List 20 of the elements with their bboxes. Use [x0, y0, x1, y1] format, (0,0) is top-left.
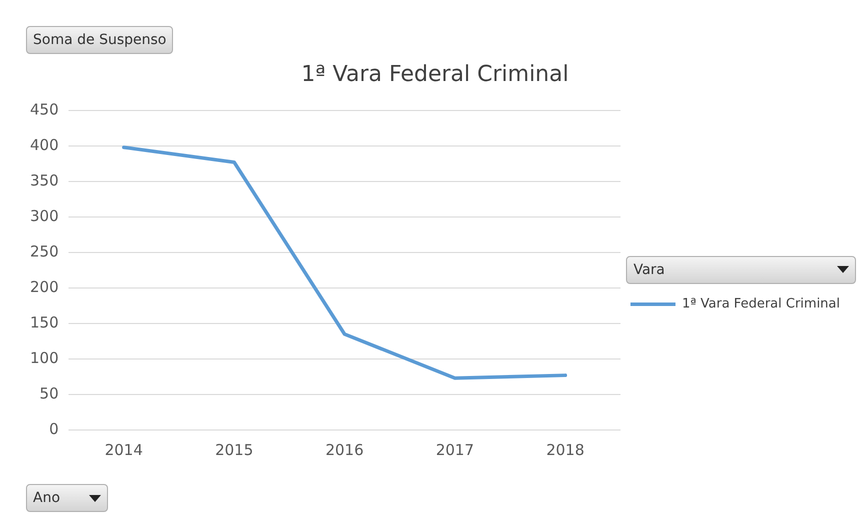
y-tick-label: 400 — [30, 136, 59, 154]
y-tick-label: 200 — [30, 278, 59, 296]
y-tick-label: 150 — [30, 313, 59, 332]
legend-title: Vara — [633, 262, 665, 278]
text: Soma de Suspenso — [33, 32, 166, 48]
x-tick-label: 2017 — [436, 440, 474, 459]
x-tick-label: 2014 — [104, 440, 143, 459]
y-tick-label: 0 — [49, 420, 59, 438]
chart-title: 1ª Vara Federal Criminal — [301, 62, 569, 87]
y-tick-label: 100 — [30, 348, 59, 367]
legend-label: 1ª Vara Federal Criminal — [682, 296, 840, 312]
y-tick-label: 450 — [30, 100, 59, 118]
x-tick-label: 2015 — [215, 440, 254, 459]
x-tick-label: 2018 — [546, 440, 584, 459]
y-tick-label: 250 — [30, 242, 59, 260]
y-tick-label: 300 — [30, 206, 59, 225]
y-tick-label: 350 — [30, 171, 59, 190]
y-tick-label: 50 — [40, 384, 59, 402]
text: Ano — [33, 490, 60, 506]
x-tick-label: 2016 — [325, 440, 364, 459]
